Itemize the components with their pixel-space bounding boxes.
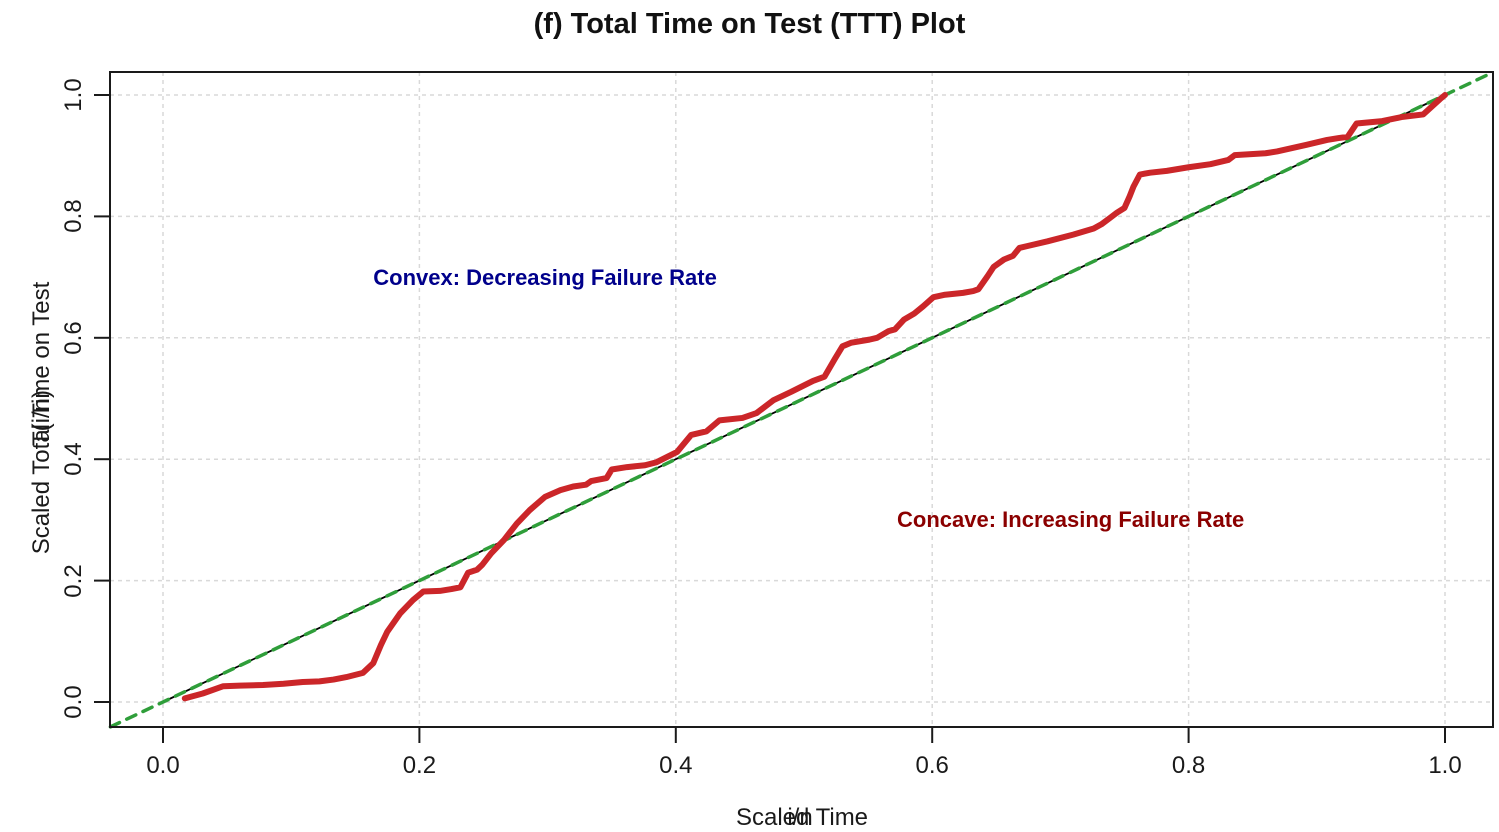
y-axis-label-overlay: T(i/n) [28,390,55,446]
x-axis-label-overlay: i/n [787,804,813,831]
chart-title: (f) Total Time on Test (TTT) Plot [533,8,966,40]
y-tick-label: 0.6 [60,321,87,355]
x-axis-label: Scaled Time [735,804,869,831]
y-tick-label: 0.4 [60,442,87,476]
ttt-curve-line [181,92,1448,702]
x-tick-label: 0.4 [659,752,693,779]
y-tick-label: 0.0 [60,685,87,719]
x-tick-label: 0.8 [1171,752,1206,779]
concave-annotation: Concave: Increasing Failure Rate [897,506,1245,532]
convex-annotation: Convex: Decreasing Failure Rate [373,264,717,290]
diagonal-dashed-line [108,70,1495,729]
plot-box-border [109,71,1494,728]
x-tick-label: 0.0 [146,752,180,779]
y-tick-label: 0.8 [60,199,87,234]
x-tick-label: 0.6 [915,752,949,779]
x-tick-label: 1.0 [1428,752,1462,779]
y-tick-label: 0.2 [60,563,87,598]
plot-area [94,70,1495,743]
x-tick-label: 0.2 [402,752,437,779]
y-tick-label: 1.0 [60,78,87,112]
